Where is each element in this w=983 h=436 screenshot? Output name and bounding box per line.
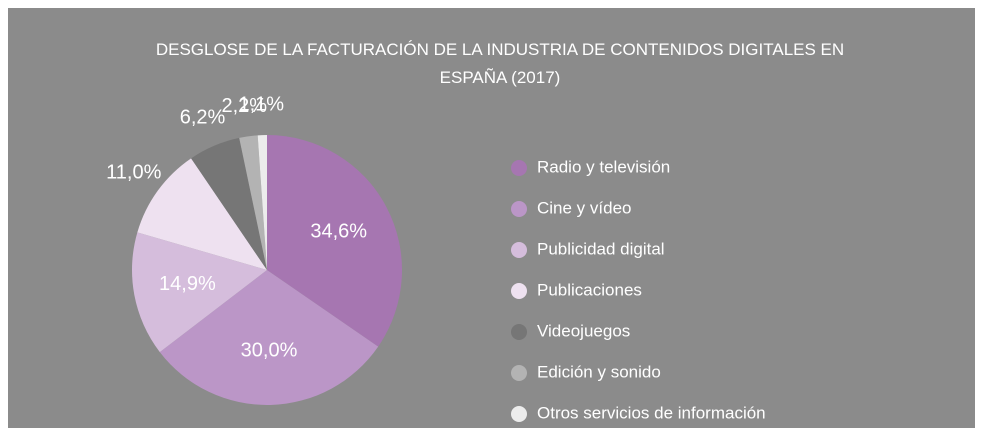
pie-slice xyxy=(137,158,267,270)
legend-label: Edición y sonido xyxy=(537,362,661,381)
legend-marker xyxy=(511,324,527,340)
pie-slice xyxy=(191,137,267,270)
legend-marker xyxy=(511,406,527,422)
data-label: 14,9% xyxy=(159,273,216,295)
pie-slice xyxy=(257,135,267,270)
chart-title: DESGLOSE DE LA FACTURACIÓN DE LA INDUSTR… xyxy=(155,40,845,87)
legend-marker xyxy=(511,160,527,176)
legend-label: Otros servicios de información xyxy=(537,403,766,422)
legend-label: Publicaciones xyxy=(537,280,642,299)
legend-marker xyxy=(511,242,527,258)
pie-slice xyxy=(267,135,402,347)
pie-slice xyxy=(159,270,379,405)
legend-label: Cine y vídeo xyxy=(537,198,632,217)
data-label: 11,0% xyxy=(106,161,161,183)
legend-label: Radio y televisión xyxy=(537,157,670,176)
pie-slice xyxy=(239,135,267,270)
data-label: 6,2% xyxy=(180,107,226,129)
data-label: 30,0% xyxy=(241,339,298,361)
legend-label: Videojuegos xyxy=(537,321,630,340)
pie-slice xyxy=(131,232,267,353)
data-label: 1,1% xyxy=(239,94,285,116)
legend-marker xyxy=(511,283,527,299)
legend-marker xyxy=(511,365,527,381)
legend-label: Publicidad digital xyxy=(537,239,665,258)
data-label: 34,6% xyxy=(310,221,367,243)
legend-marker xyxy=(511,201,527,217)
data-label: 2,2% xyxy=(222,95,268,117)
